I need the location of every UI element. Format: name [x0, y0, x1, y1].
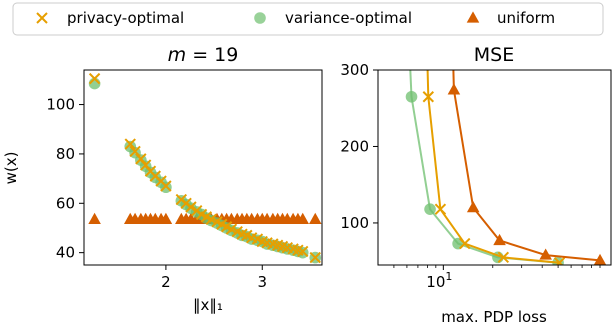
right-ytick-label: 300 — [340, 61, 369, 79]
right-panel-marks — [406, 0, 607, 269]
right-xtick-label: 101 — [426, 270, 452, 291]
left-ytick-label: 100 — [46, 96, 75, 114]
right-ytick-label: 100 — [340, 214, 369, 232]
legend-label-uniform: uniform — [497, 9, 555, 27]
left-xtick-label: 3 — [257, 273, 267, 291]
legend-label-privacy-optimal: privacy-optimal — [67, 9, 184, 27]
left-panel-frame — [84, 70, 322, 265]
right-panel-xlabel: max. PDP loss — [441, 308, 547, 326]
right-point-uniform — [467, 201, 480, 212]
right-line-privacy-optimal — [426, 0, 560, 263]
right-panel-title: MSE — [474, 44, 514, 66]
left-ytick-label: 60 — [56, 194, 75, 212]
left-ytick-label: 80 — [56, 145, 75, 163]
left-panel-title: m = 19 — [168, 44, 239, 66]
legend: privacy-optimal variance-optimal uniform — [13, 3, 603, 35]
legend-marker-variance-optimal — [254, 12, 266, 24]
left-panel-ticks: 40 60 80 100 2 3 — [46, 96, 267, 291]
right-point-uniform — [448, 83, 461, 94]
left-point-uniform — [309, 213, 322, 224]
left-point-uniform — [88, 213, 101, 224]
left-panel-marks — [88, 74, 321, 264]
left-ytick-label: 40 — [56, 244, 75, 262]
left-xtick-label: 2 — [161, 273, 171, 291]
legend-label-variance-optimal: variance-optimal — [285, 9, 412, 27]
right-line-variance-optimal — [407, 0, 558, 263]
right-ytick-label: 200 — [340, 137, 369, 155]
left-panel-xlabel: ‖x‖₁ — [193, 296, 223, 314]
right-line-uniform — [451, 0, 600, 260]
left-panel: m = 19 40 60 80 100 2 3 w(x) ‖x‖₁ — [2, 44, 322, 314]
right-panel: MSE 100 200 300 101 max. PDP loss — [340, 0, 611, 326]
left-panel-ylabel: w(x) — [2, 152, 20, 185]
right-point-variance-optimal — [406, 91, 418, 103]
right-point-variance-optimal — [424, 203, 436, 215]
